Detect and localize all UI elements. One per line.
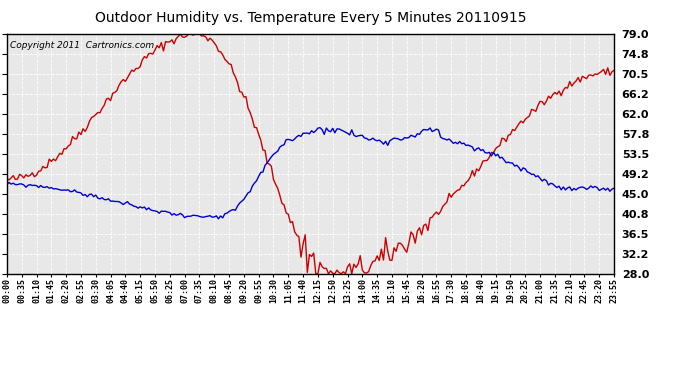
Text: Copyright 2011  Cartronics.com: Copyright 2011 Cartronics.com — [10, 41, 154, 50]
Text: Outdoor Humidity vs. Temperature Every 5 Minutes 20110915: Outdoor Humidity vs. Temperature Every 5… — [95, 11, 526, 25]
